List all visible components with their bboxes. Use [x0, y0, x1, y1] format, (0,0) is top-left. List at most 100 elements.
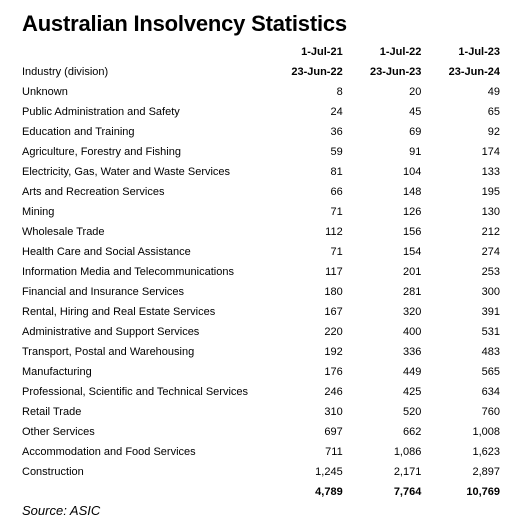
- insolvency-count: 130: [481, 206, 500, 218]
- insolvency-count: 1,008: [472, 426, 500, 438]
- insolvency-count: 253: [481, 266, 500, 278]
- totals-row: 4,789 7,764 10,769: [17, 482, 505, 502]
- period-end-header: 23-Jun-23: [369, 66, 422, 78]
- insolvency-count: 391: [481, 306, 500, 318]
- insolvency-count: 49: [487, 86, 500, 98]
- insolvency-count: 310: [324, 406, 343, 418]
- industry-name: Construction: [22, 466, 84, 478]
- insolvency-count: 634: [481, 386, 500, 398]
- insolvency-count: 174: [481, 146, 500, 158]
- table-row: Retail Trade 310 520 760: [17, 402, 505, 422]
- insolvency-count: 1,086: [393, 446, 422, 458]
- insolvency-count: 117: [325, 266, 343, 278]
- insolvency-count: 195: [481, 186, 500, 198]
- header-row-start-dates: 1-Jul-21 1-Jul-22 1-Jul-23: [17, 42, 505, 62]
- industry-name: Arts and Recreation Services: [22, 186, 165, 198]
- industry-name: Education and Training: [22, 126, 135, 138]
- table-row: Electricity, Gas, Water and Waste Servic…: [17, 162, 505, 182]
- industry-name: Mining: [22, 206, 55, 218]
- industry-name: Professional, Scientific and Technical S…: [22, 386, 249, 398]
- table-row: Education and Training 36 69 92: [17, 122, 505, 142]
- table-row: Financial and Insurance Services 180 281 30…: [17, 282, 505, 302]
- insolvency-count: 246: [324, 386, 343, 398]
- insolvency-count: 212: [481, 226, 500, 238]
- industry-name: Public Administration and Safety: [22, 106, 180, 118]
- insolvency-count: 104: [402, 166, 422, 178]
- table-row: Accommodation and Food Services 711 1,086 1…: [17, 442, 505, 462]
- insolvency-count: 336: [402, 346, 422, 358]
- table-row: Unknown 8 20 49: [17, 82, 505, 102]
- table-row: Other Services 697 662 1,008: [17, 422, 505, 442]
- industry-name: Agriculture, Forestry and Fishing: [22, 146, 181, 158]
- source-note: Source: ASIC: [22, 503, 101, 518]
- insolvency-count: 92: [487, 126, 500, 138]
- insolvency-count: 176: [324, 366, 343, 378]
- insolvency-count: 697: [324, 426, 343, 438]
- total-count: 7,764: [393, 486, 422, 498]
- insolvency-count: 300: [481, 286, 500, 298]
- insolvency-count: 71: [330, 206, 343, 218]
- insolvency-count: 2,897: [472, 466, 500, 478]
- insolvency-count: 59: [330, 146, 343, 158]
- totals-label-cell: [17, 482, 269, 502]
- insolvency-count: 565: [481, 366, 500, 378]
- insolvency-count: 91: [409, 146, 422, 158]
- industry-name: Information Media and Telecommunications: [22, 266, 234, 278]
- insolvency-count: 531: [481, 326, 500, 338]
- insolvency-count: 133: [481, 166, 500, 178]
- insolvency-count: 220: [324, 326, 343, 338]
- table-row: Rental, Hiring and Real Estate Services 1…: [17, 302, 505, 322]
- insolvency-count: 66: [330, 186, 343, 198]
- insolvency-count: 192: [324, 346, 343, 358]
- industry-name: Accommodation and Food Services: [22, 446, 196, 458]
- insolvency-count: 154: [402, 246, 422, 258]
- industry-name: Financial and Insurance Services: [22, 286, 185, 298]
- insolvency-count: 156: [402, 226, 422, 238]
- total-count: 10,769: [466, 486, 500, 498]
- table-row: Manufacturing 176 449 565: [17, 362, 505, 382]
- industry-name: Retail Trade: [22, 406, 82, 418]
- industry-name: Other Services: [22, 426, 95, 438]
- insolvency-table: 1-Jul-21 1-Jul-22 1-Jul-23 Industry (div…: [17, 42, 505, 502]
- insolvency-count: 81: [330, 166, 343, 178]
- industry-name: Manufacturing: [22, 366, 92, 378]
- period-end-header: 23-Jun-24: [448, 66, 500, 78]
- insolvency-count: 760: [481, 406, 500, 418]
- insolvency-count: 180: [324, 286, 343, 298]
- table-row: Professional, Scientific and Technical S…: [17, 382, 505, 402]
- insolvency-count: 65: [487, 106, 500, 118]
- table-row: Information Media and Telecommunications…: [17, 262, 505, 282]
- table-row: Mining 71 126 130: [17, 202, 505, 222]
- industry-column-header: Industry (division): [22, 66, 109, 78]
- insolvency-count: 449: [402, 366, 422, 378]
- insolvency-count: 425: [402, 386, 422, 398]
- table-row: Transport, Postal and Warehousing 192 336 4…: [17, 342, 505, 362]
- header-blank-cell: [17, 42, 269, 62]
- insolvency-count: 520: [402, 406, 422, 418]
- industry-name: Administrative and Support Services: [22, 326, 200, 338]
- table-row: Health Care and Social Assistance 71 154 27…: [17, 242, 505, 262]
- period-start-header: 1-Jul-21: [301, 46, 343, 58]
- table-row: Public Administration and Safety 24 45 65: [17, 102, 505, 122]
- insolvency-count: 281: [402, 286, 422, 298]
- insolvency-count: 148: [402, 186, 422, 198]
- table-row: Construction 1,245 2,171 2,897: [17, 462, 505, 482]
- table-row: Agriculture, Forestry and Fishing 59 91 174: [17, 142, 505, 162]
- insolvency-count: 24: [330, 106, 343, 118]
- industry-name: Health Care and Social Assistance: [22, 246, 191, 258]
- insolvency-count: 69: [409, 126, 422, 138]
- insolvency-count: 71: [330, 246, 343, 258]
- period-end-header: 23-Jun-22: [291, 66, 343, 78]
- insolvency-count: 36: [330, 126, 343, 138]
- industry-name: Unknown: [22, 86, 68, 98]
- header-row-end-dates: Industry (division) 23-Jun-22 23-Jun-23 …: [17, 62, 505, 82]
- insolvency-count: 274: [481, 246, 500, 258]
- insolvency-count: 1,623: [472, 446, 500, 458]
- industry-name: Wholesale Trade: [22, 226, 105, 238]
- industry-name: Transport, Postal and Warehousing: [22, 346, 195, 358]
- insolvency-count: 320: [402, 306, 422, 318]
- insolvency-count: 711: [325, 446, 343, 458]
- insolvency-count: 483: [481, 346, 500, 358]
- insolvency-count: 201: [402, 266, 422, 278]
- insolvency-count: 662: [402, 426, 422, 438]
